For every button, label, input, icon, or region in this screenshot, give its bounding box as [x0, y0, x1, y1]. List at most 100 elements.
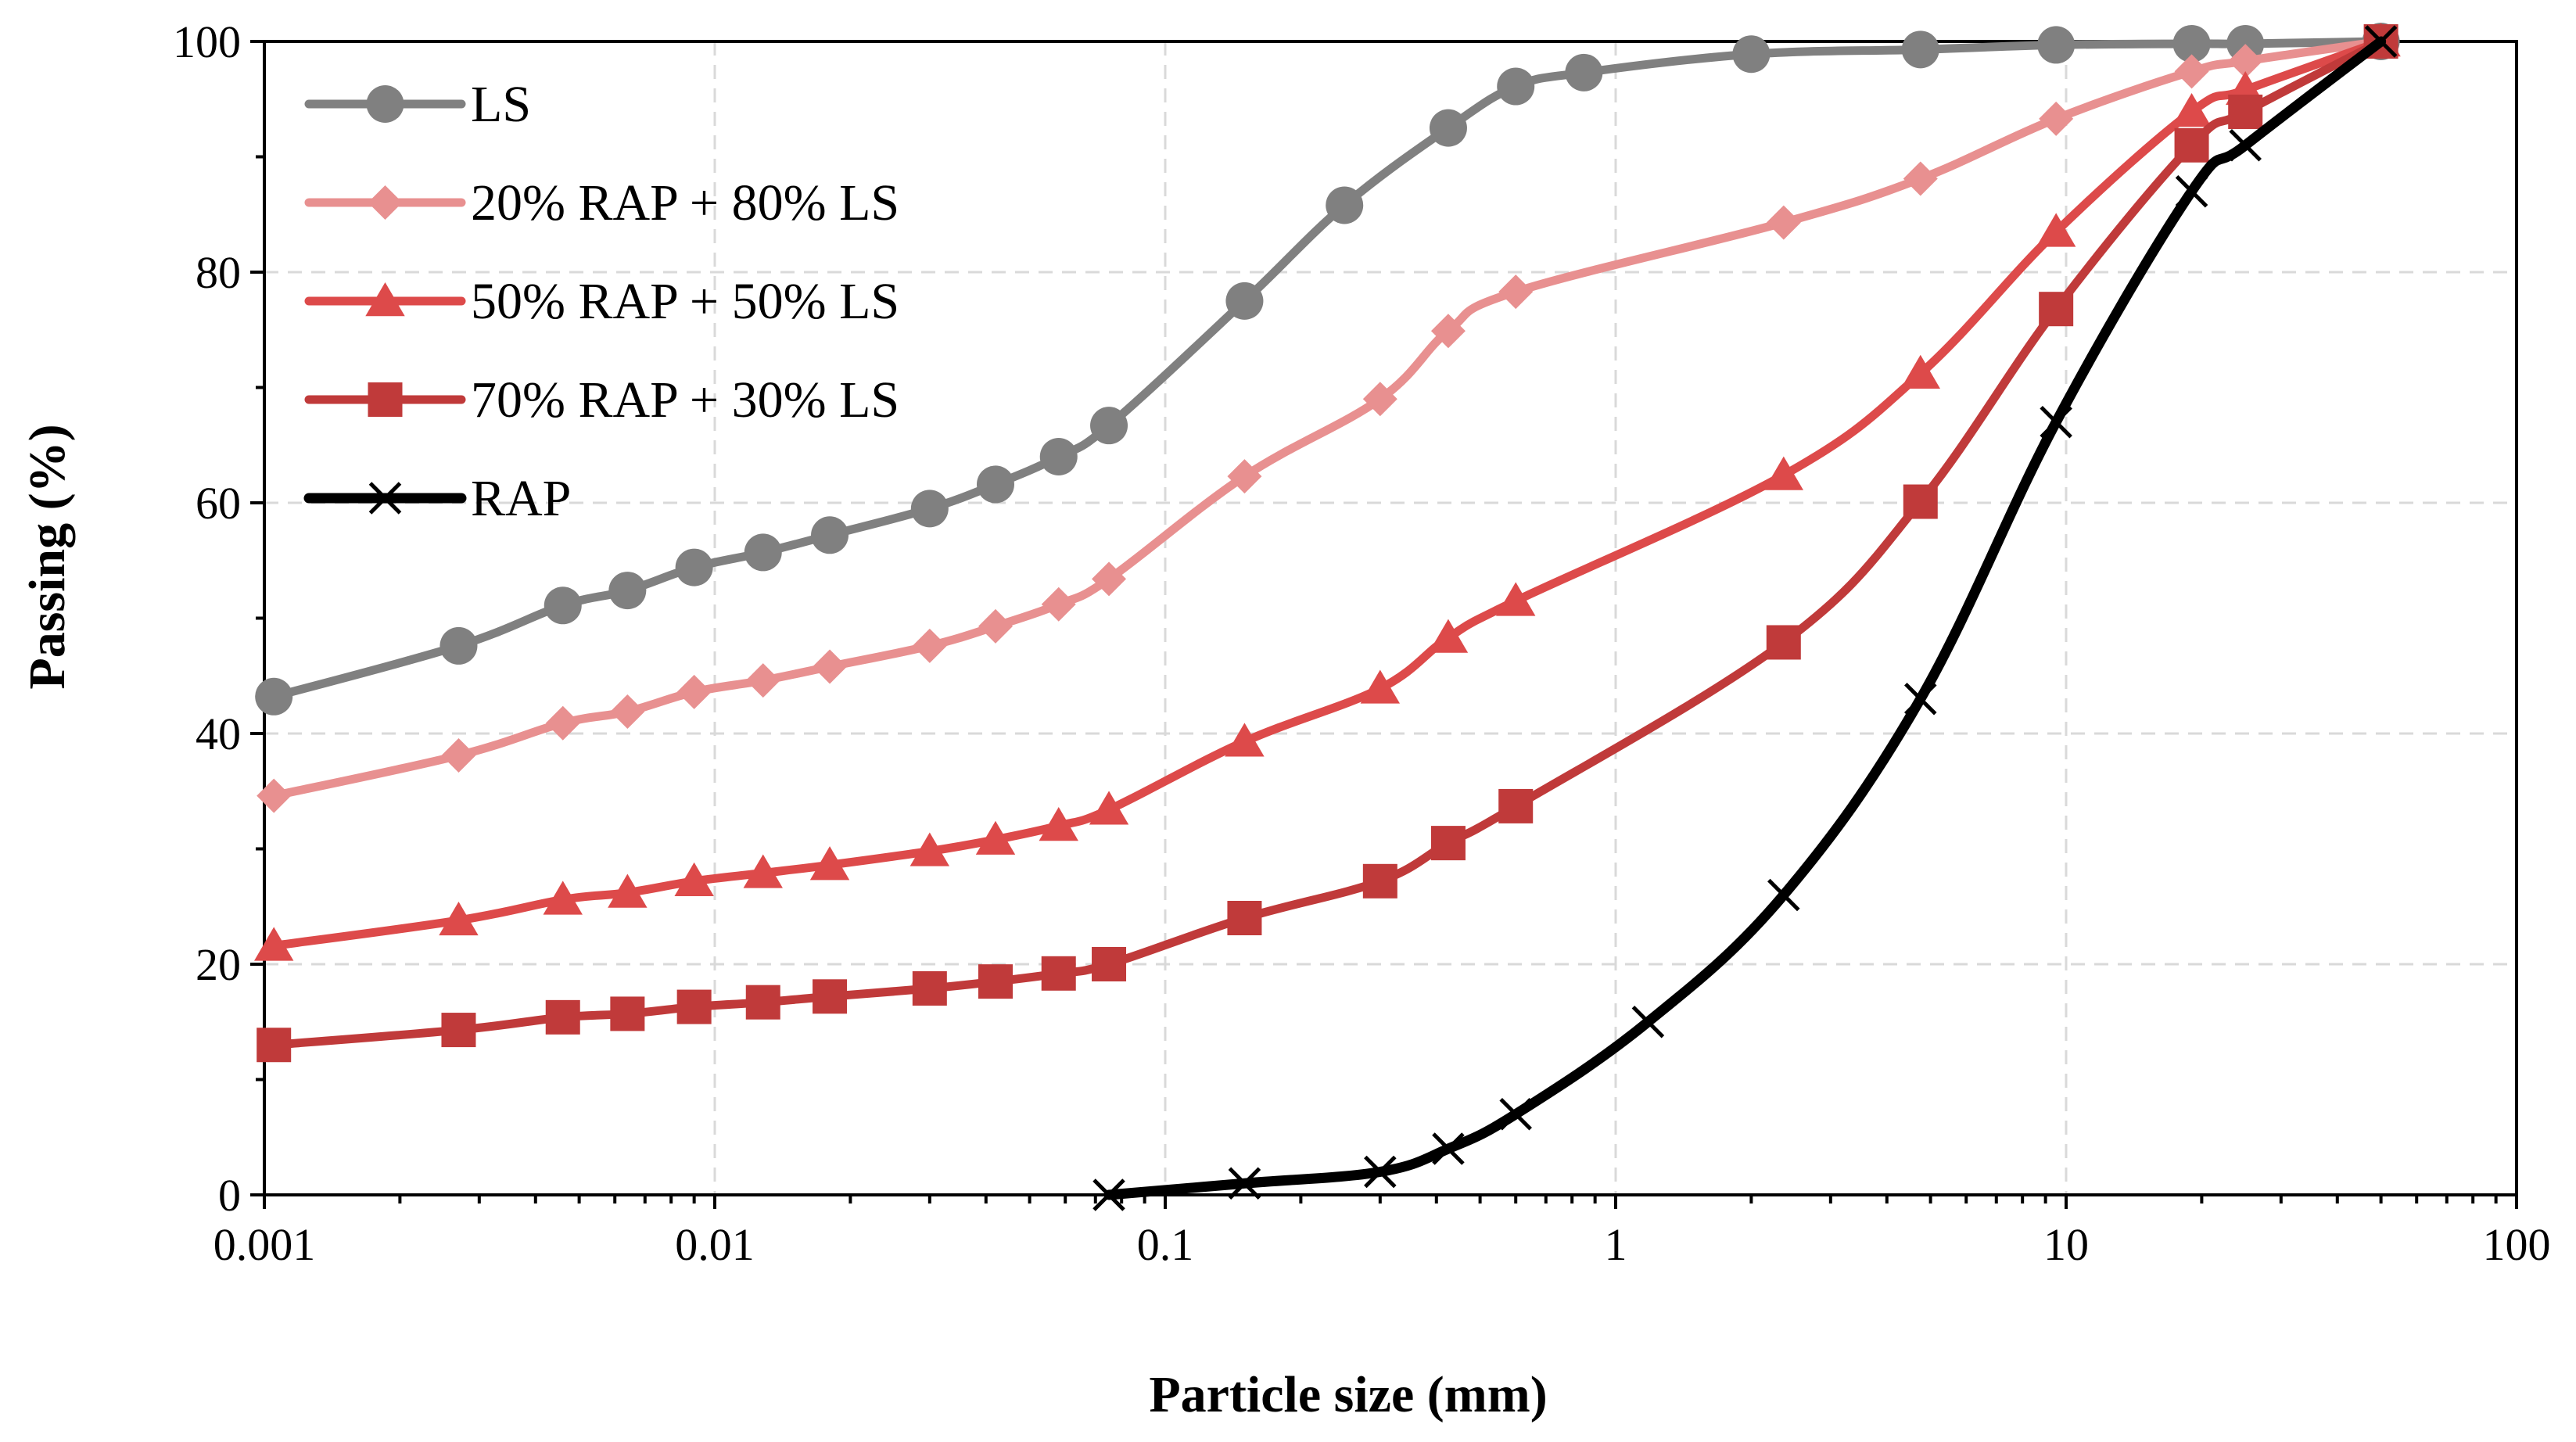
data-point: [1092, 1178, 1125, 1211]
data-point: [675, 548, 713, 586]
data-point: [1903, 161, 1938, 196]
data-point: [745, 985, 780, 1020]
data-point: [1225, 723, 1265, 757]
tick-labels: 0.001 0.01 0.1 1 10 100 0 20 40 60 80 100: [173, 16, 2551, 1270]
data-point: [2174, 54, 2209, 89]
x-tick-label: 100: [2483, 1219, 2551, 1270]
data-point: [608, 873, 648, 908]
data-point: [1360, 669, 1401, 704]
data-point: [439, 901, 479, 936]
data-point: [1767, 878, 1800, 912]
legend-label: 20% RAP + 80% LS: [471, 174, 899, 231]
y-axis-title: Passing (%): [19, 424, 76, 689]
data-point: [912, 970, 947, 1006]
data-point: [813, 649, 848, 684]
data-point: [544, 586, 582, 625]
data-point: [1227, 901, 1262, 935]
data-point: [257, 778, 292, 813]
data-point: [610, 694, 645, 729]
x-tick-label: 0.01: [675, 1219, 755, 1270]
series-rap: [1092, 25, 2398, 1211]
legend-entry: 50% RAP + 50% LS: [304, 273, 899, 330]
data-point: [1498, 274, 1534, 310]
data-point: [978, 608, 1013, 644]
data-point: [2039, 292, 2074, 327]
data-point: [1228, 1167, 1261, 1200]
data-point: [676, 674, 712, 709]
data-point: [1362, 863, 1397, 899]
data-point: [1901, 30, 1939, 69]
y-tick-label: 60: [196, 478, 241, 529]
data-point: [1089, 791, 1129, 825]
data-point: [676, 989, 712, 1024]
data-point: [1904, 682, 1937, 716]
data-point: [1227, 459, 1262, 494]
legend-marker: [365, 282, 405, 317]
data-point: [1039, 438, 1078, 475]
data-point: [813, 979, 848, 1014]
x-tick-label: 0.001: [213, 1219, 316, 1270]
data-point: [1092, 947, 1127, 981]
data-point: [2036, 213, 2076, 247]
data-point: [255, 677, 293, 716]
data-point: [1428, 619, 1469, 653]
legend-label: 70% RAP + 30% LS: [471, 371, 899, 429]
data-point: [1090, 407, 1128, 445]
data-point: [1565, 53, 1603, 91]
data-point: [1430, 826, 1466, 861]
legend: LS 20% RAP + 80% LS 50% RAP + 50% LS 70% RA…: [303, 76, 899, 527]
data-point: [1496, 582, 1536, 616]
data-point: [2174, 127, 2209, 163]
data-point: [608, 572, 647, 610]
data-point: [257, 1028, 292, 1063]
legend-marker: [368, 185, 403, 220]
data-point: [545, 999, 580, 1035]
y-tick-label: 0: [218, 1170, 241, 1221]
data-point: [2229, 128, 2262, 162]
legend-marker: [368, 382, 403, 417]
data-point: [744, 533, 782, 572]
data-point: [743, 854, 783, 888]
data-point: [978, 964, 1013, 999]
data-point: [1429, 109, 1467, 147]
data-point: [610, 996, 645, 1031]
data-point: [1041, 956, 1076, 991]
data-series: [254, 23, 2401, 1211]
data-point: [543, 881, 583, 915]
data-point: [909, 832, 950, 866]
data-point: [1732, 35, 1771, 74]
x-tick-label: 1: [1605, 1219, 1627, 1270]
data-point: [1763, 456, 1803, 490]
y-tick-label: 40: [196, 708, 241, 759]
x-tick-label: 10: [2043, 1219, 2089, 1270]
data-point: [1225, 282, 1264, 320]
data-point: [1903, 484, 1938, 519]
data-point: [1766, 625, 1801, 660]
x-axis-title: Particle size (mm): [1149, 1366, 1547, 1423]
data-point: [1498, 788, 1534, 823]
data-point: [910, 490, 949, 528]
series-70-rap-30-ls: [257, 24, 2398, 1063]
axes: [250, 40, 2518, 1209]
data-point: [1362, 382, 1397, 417]
data-point: [1766, 205, 1801, 240]
legend-entry: LS: [304, 76, 531, 133]
data-point: [1364, 1155, 1397, 1189]
data-point: [1499, 1097, 1532, 1131]
data-point: [2364, 25, 2398, 58]
data-point: [975, 820, 1016, 855]
data-point: [1092, 561, 1127, 597]
data-point: [811, 516, 849, 554]
data-point: [2175, 174, 2208, 208]
data-point: [2040, 405, 2072, 439]
data-point: [441, 1013, 476, 1048]
data-point: [441, 738, 476, 773]
data-point: [2228, 94, 2263, 129]
data-point: [2039, 101, 2074, 136]
y-tick-label: 100: [173, 16, 241, 67]
data-point: [674, 862, 714, 896]
data-point: [912, 628, 947, 663]
data-point: [1900, 354, 1940, 389]
legend-marker: [366, 85, 404, 123]
data-point: [2172, 24, 2211, 63]
